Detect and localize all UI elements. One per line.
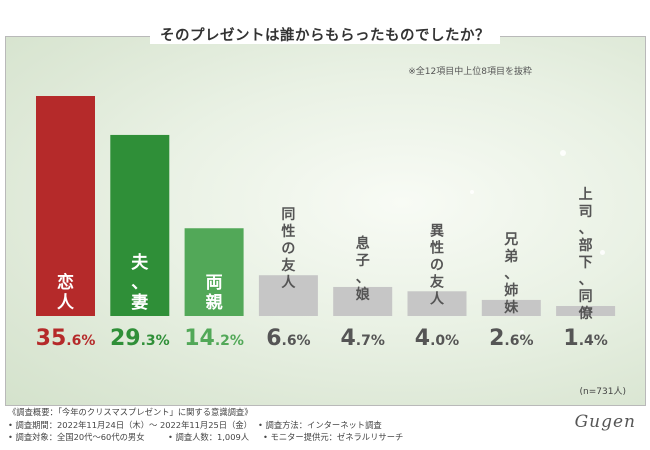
bar-1 [110, 134, 170, 316]
bar-4 [333, 286, 393, 316]
category-label-1: 夫、妻 [131, 252, 149, 313]
bar-5 [407, 291, 467, 316]
value-label-5: 4.0% [415, 326, 459, 351]
survey-count: • 調査人数：1,009人 [168, 432, 250, 442]
survey-method: • 調査方法：インターネット調査 [258, 419, 382, 430]
bar-6 [481, 299, 541, 316]
value-label-2: 14.2% [184, 326, 244, 351]
category-label-6: 兄弟、姉妹 [503, 232, 519, 316]
category-label-5: 異性の友人 [430, 223, 445, 307]
survey-heading: 《調査概要：「今年のクリスマスプレゼント」に関する意識調査》 [8, 407, 253, 417]
survey-period: • 調査期間：2022年11月24日（木）～ 2022年11月25日（金） [8, 419, 252, 430]
value-label-7: 1.4% [563, 326, 607, 351]
bar-2 [184, 228, 244, 316]
category-label-3: 同性の友人 [281, 207, 296, 291]
sparkle-decoration [470, 190, 474, 194]
sparkle-decoration [600, 250, 605, 255]
category-label-7: 上司、部下、同僚 [578, 187, 594, 322]
sparkle-decoration [520, 330, 524, 334]
sample-size: (n=731人) [579, 387, 626, 397]
survey-summary: 《調査概要：「今年のクリスマスプレゼント」に関する意識調査》 • 調査期間：20… [8, 406, 403, 444]
bar-3 [258, 275, 318, 316]
chart-note: ※全12項目中上位8項目を抜粋 [408, 67, 532, 77]
chart-title: そのプレゼントは誰からもらったものでしたか？ [0, 24, 650, 45]
value-label-3: 6.6% [266, 326, 310, 351]
survey-target: • 調査対象：全国20代～60代の男女 [8, 432, 145, 442]
category-label-4: 息子、娘 [356, 235, 371, 303]
category-label-2: 両親 [206, 273, 223, 313]
bar-7 [556, 306, 616, 316]
value-label-6: 2.6% [489, 326, 533, 351]
value-label-0: 35.6% [36, 326, 96, 351]
sparkle-decoration [560, 150, 566, 156]
bar-0 [36, 96, 95, 316]
value-label-4: 4.7% [340, 326, 384, 351]
survey-provider: • モニター提供元：ゼネラルリサーチ [263, 432, 404, 442]
value-label-1: 29.3% [110, 326, 170, 351]
brand-logo: Gugen [574, 412, 636, 432]
category-label-0: 恋人 [57, 272, 75, 313]
